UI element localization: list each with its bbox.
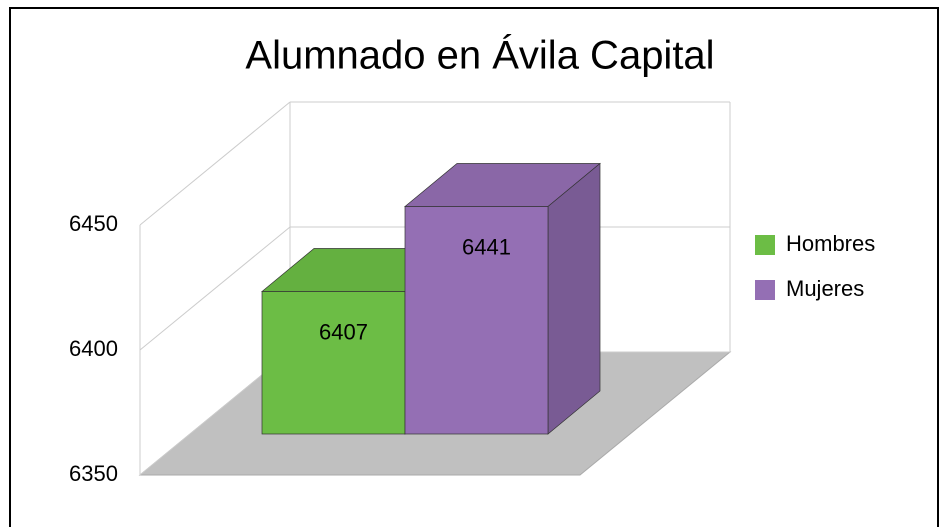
bar: [404, 206, 549, 435]
legend-label: Hombres: [786, 231, 875, 256]
y-tick-label: 6350: [69, 461, 118, 486]
grid-line: [139, 226, 291, 351]
value-label: 6407: [319, 319, 368, 344]
chart-title: Alumnado en Ávila Capital: [245, 33, 714, 78]
value-label: 6441: [462, 234, 511, 259]
legend-swatch: [755, 235, 775, 255]
bar-side: [547, 162, 601, 435]
y-tick-label: 6400: [69, 336, 118, 361]
legend-label: Mujeres: [786, 276, 864, 301]
bar: [261, 291, 406, 435]
grid-line: [139, 101, 291, 226]
legend-swatch: [755, 280, 775, 300]
y-tick-label: 6450: [69, 211, 118, 236]
